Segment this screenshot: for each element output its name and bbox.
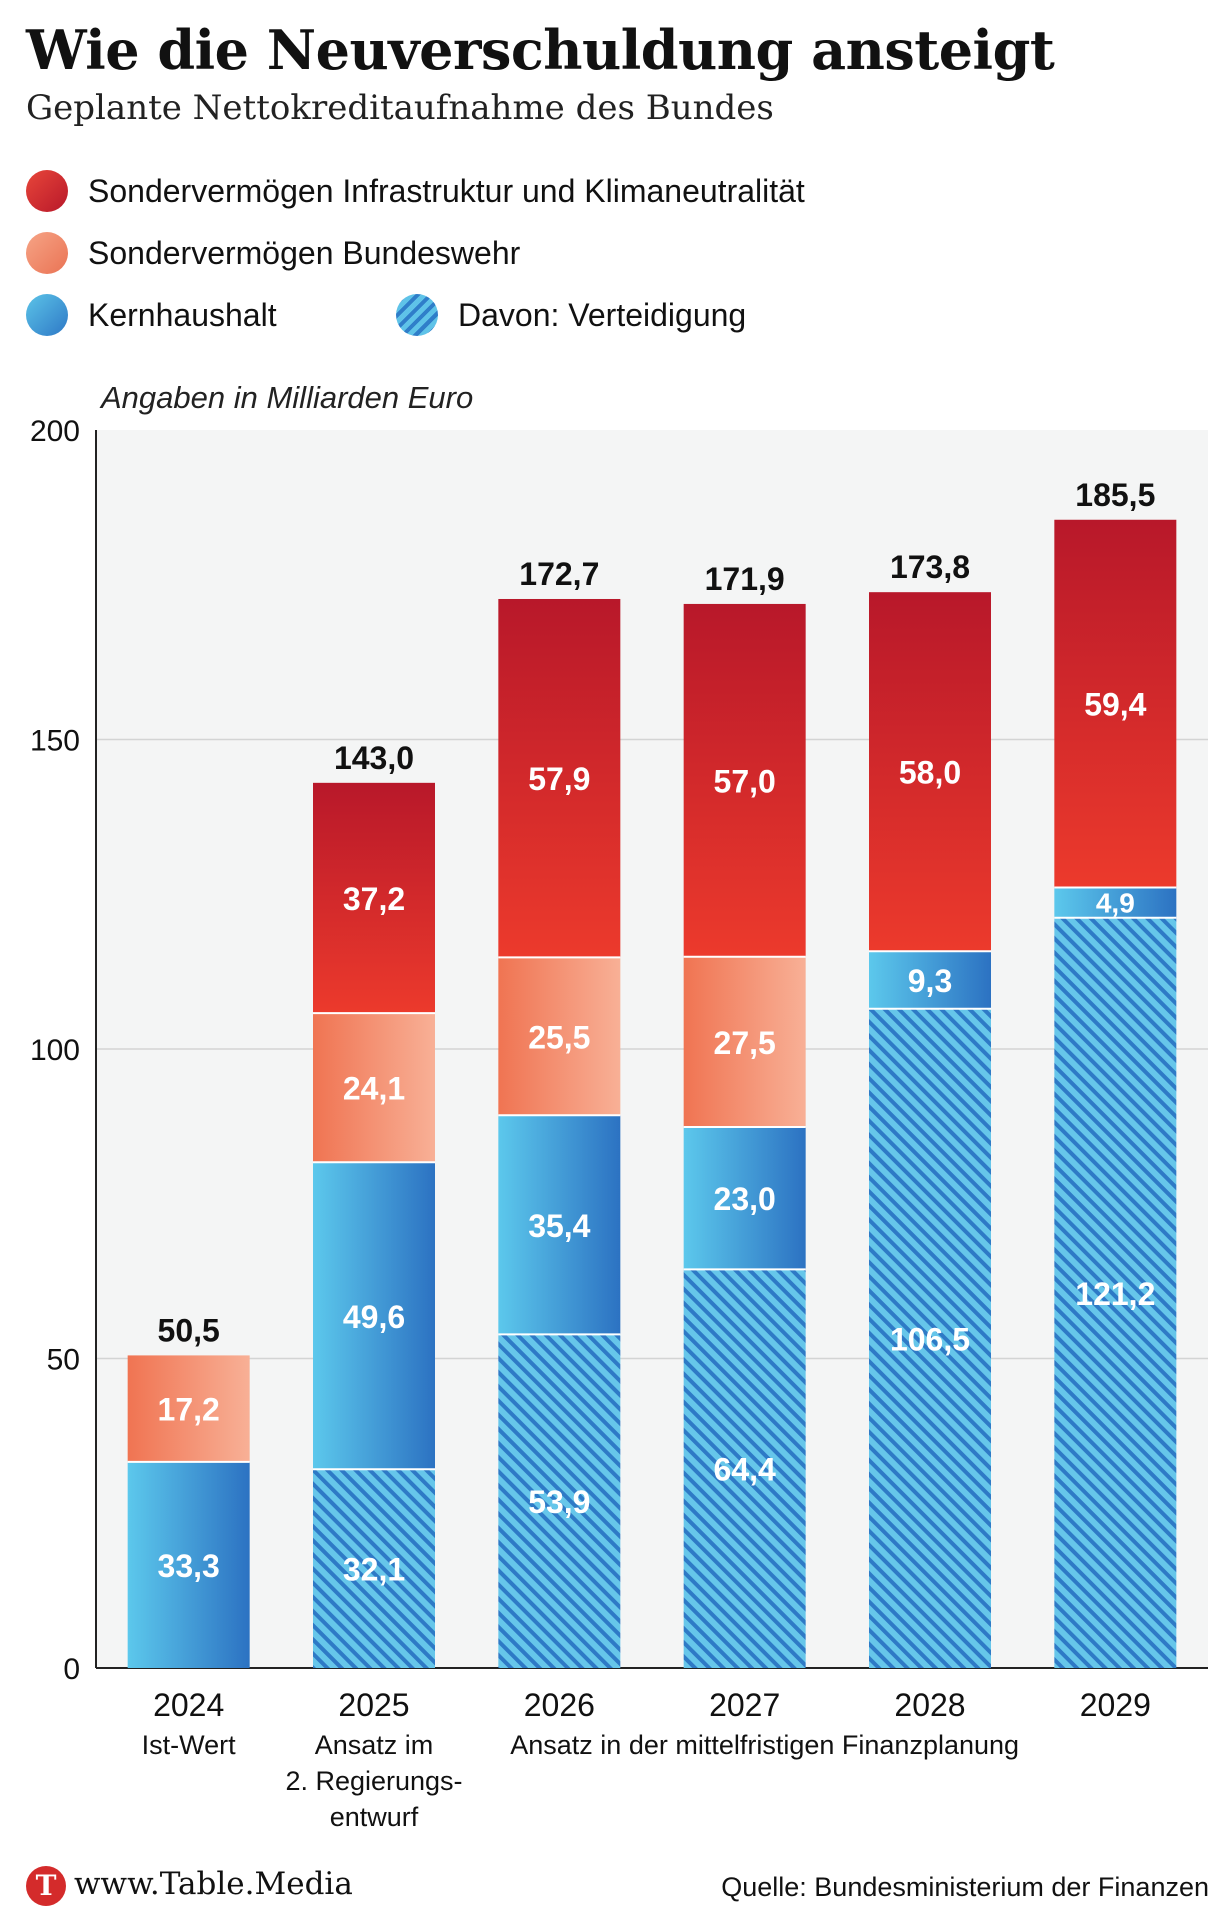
bar-bundeswehr-2024 <box>127 1355 250 1462</box>
bar-bundeswehr-2027 <box>683 956 806 1127</box>
data-label-infra-2027: 57,0 <box>714 763 776 799</box>
data-label-verteidigung-2026: 53,9 <box>528 1484 590 1520</box>
x-sublabel-2025-0: Ansatz im <box>315 1730 434 1760</box>
bar-kernhaushalt-2029 <box>1054 887 1177 918</box>
bar-infra-2026 <box>498 598 621 958</box>
total-label-2026: 172,7 <box>519 556 599 592</box>
legend-swatch-kernhaushalt <box>26 294 68 336</box>
legend-label-kernhaushalt: Kernhaushalt <box>88 296 277 333</box>
total-label-2029: 185,5 <box>1075 477 1155 513</box>
data-label-bundeswehr-2026: 25,5 <box>528 1019 590 1055</box>
x-tick-label-2027: 2027 <box>709 1687 780 1723</box>
legend-item-bundeswehr: Sondervermögen Bundeswehr <box>26 232 520 274</box>
bar-kernhaushalt-2026 <box>498 1115 621 1335</box>
data-label-infra-2025: 37,2 <box>343 881 405 917</box>
legend-item-verteidigung: Davon: Verteidigung <box>396 294 746 336</box>
y-tick-label-100: 100 <box>30 1034 80 1067</box>
bar-verteidigung-2028 <box>869 1008 991 1668</box>
bar-verteidigung-2026 <box>498 1334 621 1668</box>
bar-kernhaushalt-2024 <box>127 1461 250 1668</box>
x-group-label: Ansatz in der mittelfristigen Finanzplan… <box>510 1730 1019 1760</box>
legend-label-bundeswehr: Sondervermögen Bundeswehr <box>88 234 521 271</box>
y-tick-label-150: 150 <box>30 725 80 758</box>
x-sublabel-2025-1: 2. Regierungs- <box>285 1766 462 1796</box>
bar-verteidigung-2025 <box>313 1469 435 1668</box>
bar-bundeswehr-2025 <box>313 1013 435 1163</box>
data-label-kernhaushalt-2029: 4,9 <box>1096 888 1135 919</box>
legend-swatch-verteidigung <box>396 294 438 336</box>
bar-verteidigung-2029 <box>1054 917 1177 1668</box>
bar-infra-2027 <box>683 603 806 957</box>
x-tick-label-2024: 2024 <box>153 1687 224 1723</box>
data-label-bundeswehr-2024: 17,2 <box>158 1392 220 1428</box>
data-label-kernhaushalt-2028: 9,3 <box>908 963 952 999</box>
chart-subtitle: Geplante Nettokreditaufnahme des Bundes <box>26 88 774 128</box>
bar-infra-2029 <box>1054 519 1177 888</box>
data-label-verteidigung-2025: 32,1 <box>343 1552 405 1588</box>
legend-item-kernhaushalt: Kernhaushalt <box>26 294 277 336</box>
total-label-2025: 143,0 <box>334 740 414 776</box>
bar-infra-2028 <box>869 592 991 952</box>
legend-swatch-infra <box>26 170 68 212</box>
bar-kernhaushalt-2027 <box>683 1126 806 1270</box>
footer-site: www.Table.Media <box>74 1866 353 1902</box>
data-label-infra-2029: 59,4 <box>1084 687 1146 723</box>
total-label-2024: 50,5 <box>158 1312 220 1348</box>
bar-bundeswehr-2026 <box>498 957 621 1116</box>
total-label-2028: 173,8 <box>890 549 970 585</box>
bar-verteidigung-2027 <box>683 1269 806 1668</box>
legend: Sondervermögen Infrastruktur und Klimane… <box>26 160 1206 350</box>
x-sublabel-2024-0: Ist-Wert <box>142 1730 236 1760</box>
bar-infra-2025 <box>313 782 435 1014</box>
data-label-bundeswehr-2025: 24,1 <box>343 1071 405 1107</box>
data-label-verteidigung-2029: 121,2 <box>1075 1276 1155 1312</box>
data-label-kernhaushalt-2026: 35,4 <box>528 1208 590 1244</box>
unit-note: Angaben in Milliarden Euro <box>101 380 474 415</box>
legend-swatch-bundeswehr <box>26 232 68 274</box>
footer-source: Quelle: Bundesministerium der Finanzen <box>721 1872 1209 1902</box>
legend-label-verteidigung: Davon: Verteidigung <box>458 296 747 333</box>
y-tick-label-200: 200 <box>30 415 80 448</box>
x-tick-label-2026: 2026 <box>524 1687 595 1723</box>
data-label-kernhaushalt-2024: 33,3 <box>158 1548 220 1584</box>
bar-kernhaushalt-2025 <box>313 1162 435 1470</box>
data-label-kernhaushalt-2025: 49,6 <box>343 1299 405 1335</box>
y-tick-label-50: 50 <box>47 1344 80 1377</box>
data-label-verteidigung-2027: 64,4 <box>714 1452 776 1488</box>
y-tick-label-0: 0 <box>63 1653 80 1686</box>
x-tick-label-2025: 2025 <box>338 1687 409 1723</box>
legend-item-infra: Sondervermögen Infrastruktur und Klimane… <box>26 170 805 212</box>
data-label-kernhaushalt-2027: 23,0 <box>714 1181 776 1217</box>
data-label-bundeswehr-2027: 27,5 <box>714 1025 776 1061</box>
x-tick-label-2028: 2028 <box>894 1687 965 1723</box>
bar-kernhaushalt-2028 <box>869 951 991 1009</box>
data-label-infra-2026: 57,9 <box>528 761 590 797</box>
x-tick-label-2029: 2029 <box>1080 1687 1151 1723</box>
chart-title: Wie die Neuverschuldung ansteigt <box>26 18 1055 82</box>
data-label-infra-2028: 58,0 <box>899 755 961 791</box>
total-label-2027: 171,9 <box>705 561 785 597</box>
x-sublabel-2025-2: entwurf <box>330 1802 419 1832</box>
data-label-verteidigung-2028: 106,5 <box>890 1321 970 1357</box>
table-media-logo: T <box>26 1866 66 1906</box>
legend-label-infra: Sondervermögen Infrastruktur und Klimane… <box>88 172 805 209</box>
